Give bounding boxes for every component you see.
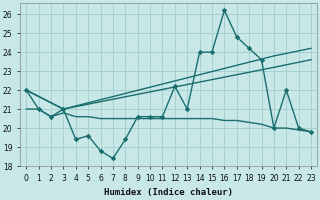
X-axis label: Humidex (Indice chaleur): Humidex (Indice chaleur) (104, 188, 233, 197)
